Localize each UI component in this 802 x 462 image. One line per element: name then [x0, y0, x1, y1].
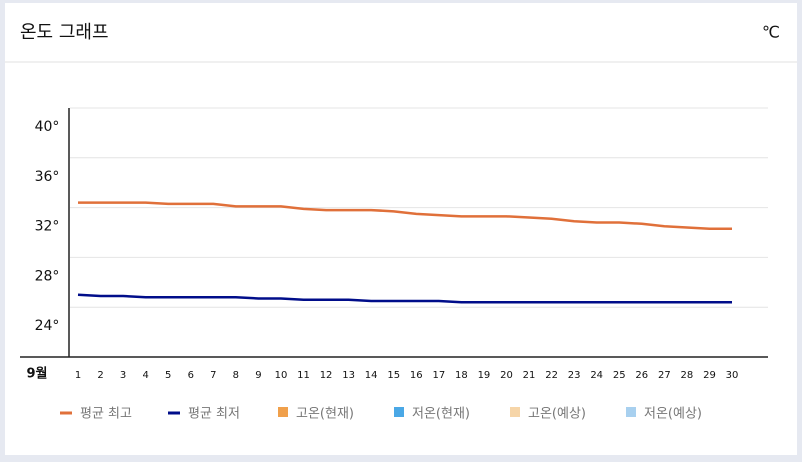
- legend-label: 평균 최고: [80, 407, 132, 422]
- x-tick-label: 28: [681, 370, 694, 381]
- x-tick-label: 24: [590, 370, 603, 381]
- x-tick-label: 22: [545, 370, 558, 381]
- legend-swatch: [626, 407, 636, 417]
- x-tick-label: 10: [275, 370, 288, 381]
- y-tick-label: 32°: [35, 219, 60, 235]
- x-tick-label: 15: [387, 370, 400, 381]
- x-tick-label: 2: [97, 370, 103, 381]
- x-tick-label: 16: [410, 370, 423, 381]
- x-tick-label: 21: [523, 370, 536, 381]
- x-tick-label: 9: [255, 370, 261, 381]
- series-line: [78, 201, 732, 231]
- y-tick-label: 36°: [35, 169, 60, 185]
- x-tick-label: 30: [726, 370, 739, 381]
- x-tick-label: 20: [500, 370, 513, 381]
- x-tick-label: 29: [703, 370, 716, 381]
- x-tick-label: 14: [365, 370, 378, 381]
- x-tick-label: 8: [233, 370, 239, 381]
- unit: ℃: [762, 23, 780, 42]
- legend-swatch: [278, 407, 288, 417]
- x-axis-label: 9월: [26, 366, 47, 382]
- series-line: [77, 293, 732, 304]
- legend-swatch: [394, 407, 404, 417]
- x-tick-label: 26: [635, 370, 648, 381]
- y-tick-label: 28°: [35, 268, 60, 284]
- legend-label: 평균 최저: [188, 407, 240, 422]
- legend-label: 저온(현재): [412, 407, 470, 422]
- y-tick-label: 40°: [35, 119, 60, 135]
- card: [5, 3, 797, 455]
- x-tick-label: 3: [120, 370, 126, 381]
- x-tick-label: 4: [142, 370, 148, 381]
- x-tick-label: 6: [188, 370, 194, 381]
- legend-label: 고온(예상): [528, 407, 586, 422]
- x-tick-label: 7: [210, 370, 216, 381]
- x-tick-label: 25: [613, 370, 626, 381]
- legend-swatch: [510, 407, 520, 417]
- legend-label: 저온(예상): [644, 407, 702, 422]
- x-tick-label: 1: [75, 370, 81, 381]
- x-tick-label: 12: [320, 370, 333, 381]
- x-tick-label: 13: [342, 370, 355, 381]
- x-tick-label: 27: [658, 370, 671, 381]
- chart-title: 온도 그래프: [20, 22, 109, 43]
- x-tick-label: 17: [432, 370, 445, 381]
- x-tick-label: 11: [297, 370, 310, 381]
- legend-label: 고온(현재): [296, 407, 354, 422]
- x-tick-label: 19: [478, 370, 491, 381]
- x-tick-label: 23: [568, 370, 581, 381]
- x-tick-label: 18: [455, 370, 468, 381]
- y-tick-label: 24°: [35, 318, 60, 334]
- x-tick-label: 5: [165, 370, 171, 381]
